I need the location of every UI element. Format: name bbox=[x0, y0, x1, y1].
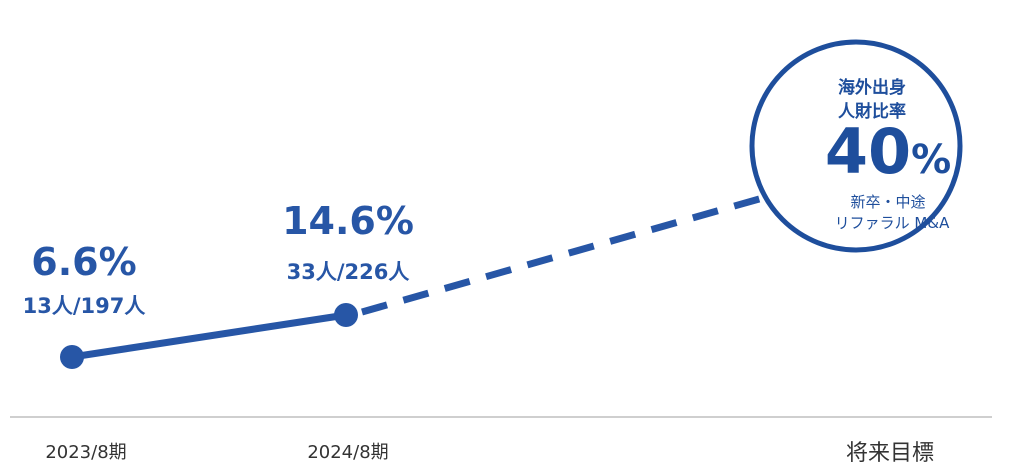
series-line-projected bbox=[361, 178, 821, 316]
count-label-2024: 33人/226人 bbox=[287, 260, 410, 284]
x-tick-label-2023: 2023/8期 bbox=[45, 442, 126, 463]
target-value-unit: % bbox=[911, 137, 951, 183]
series-line-actual bbox=[68, 311, 350, 361]
data-label-2024: 14.6% bbox=[282, 199, 414, 243]
x-tick-label-2024: 2024/8期 bbox=[307, 442, 388, 463]
target-title-line2: 人財比率 bbox=[838, 101, 906, 122]
target-value: 40% bbox=[825, 115, 951, 188]
target-sub-line1: 新卒・中途 bbox=[850, 193, 925, 211]
data-point-2024 bbox=[334, 303, 358, 327]
count-label-2023: 13人/197人 bbox=[23, 294, 146, 318]
target-value-number: 40 bbox=[825, 115, 911, 188]
target-title-line1: 海外出身 bbox=[838, 77, 906, 98]
target-circle-outline bbox=[749, 39, 963, 253]
target-sub-line2: リファラル M&A bbox=[835, 214, 950, 232]
data-point-2023 bbox=[60, 345, 84, 369]
x-tick-label-target: 将来目標 bbox=[846, 441, 934, 466]
target-circle: 海外出身 人財比率 40% 新卒・中途 リファラル M&A bbox=[749, 39, 963, 253]
data-label-2023: 6.6% bbox=[31, 240, 136, 284]
